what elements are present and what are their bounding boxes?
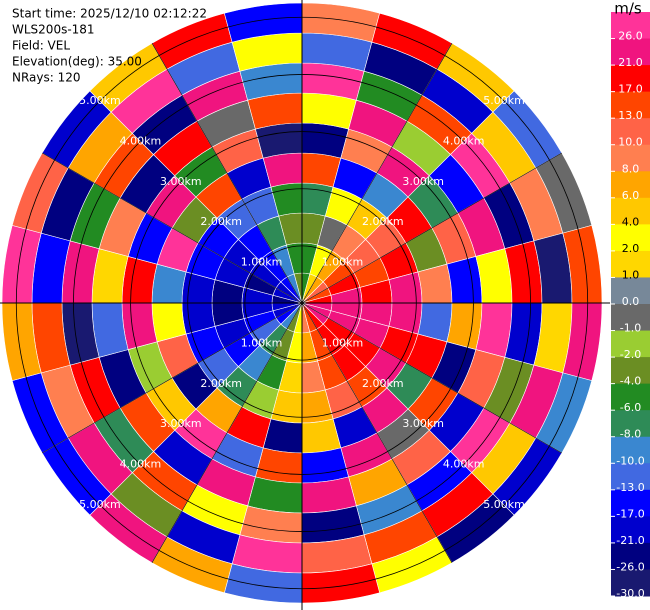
colorbar-band [611,569,650,597]
colorbar-label: -4.0 [620,375,641,388]
colorbar-band [611,224,650,252]
colorbar-label: 0.0 [622,295,640,308]
header: Start time: 2025/12/10 02:12:22 WLS200s-1… [12,7,207,85]
ring-label: 1.00km [322,336,364,349]
ring-label: 4.00km [443,458,485,471]
header-line: Field: VEL [12,39,70,53]
cell [121,256,158,304]
colorbar-band [611,197,650,225]
range-ring [130,131,474,475]
colorbar-label: 17.0 [618,83,643,96]
colorbar-label: -6.0 [620,401,641,414]
ring-label: 1.00km [241,336,283,349]
colorbar-band [611,542,650,570]
range-ring [187,188,417,418]
colorbar-unit: m/s [614,0,642,18]
colorbar-band [611,277,650,305]
ring-label: 4.00km [120,134,162,147]
spoke [301,152,562,304]
colorbar: 26.0 21.0 17.0 13.0 10.0 8.0 6.0 4.0 2.0 1.0 0.0 -1… [611,12,650,600]
colorbar-band [611,118,650,146]
colorbar-label: 21.0 [618,56,643,69]
header-line: Start time: 2025/12/10 02:12:22 [12,7,207,21]
cell [301,447,349,484]
colorbar-label: 4.0 [622,215,640,228]
spoke [301,43,453,304]
colorbar-band [611,357,650,385]
colorbar-band [611,436,650,464]
ring-label: 3.00km [402,417,444,430]
colorbar-band [611,65,650,93]
colorbar-label: -1.0 [620,322,641,335]
colorbar-label: -26.0 [616,560,644,573]
colorbar-band [611,250,650,278]
ring-label: 4.00km [443,134,485,147]
colorbar-label: -10.0 [616,454,644,467]
colorbar-band [611,38,650,66]
cell [255,447,303,484]
ring-label: 1.00km [322,256,364,269]
spoke [301,302,562,454]
colorbar-label: -13.0 [616,481,644,494]
colorbar-label: -21.0 [616,534,644,547]
colorbar-band [611,516,650,544]
colorbar-band [611,304,650,332]
colorbar-label: 13.0 [618,109,643,122]
cell [446,256,483,304]
colorbar-band [611,171,650,199]
colorbar-band [611,489,650,517]
colorbar-label: 10.0 [618,136,643,149]
spoke [42,302,303,454]
ring-label: 5.00km [79,498,121,511]
colorbar-band [611,383,650,411]
ring-label: 5.00km [483,498,525,511]
spoke [151,302,303,563]
ring-label: 2.00km [200,215,242,228]
colorbar-label: 26.0 [618,30,643,43]
header-line: WLS200s-181 [12,23,95,37]
header-line: Elevation(deg): 35.00 [12,55,142,69]
spoke [42,152,303,304]
colorbar-label: 6.0 [622,189,640,202]
ring-label: 3.00km [160,417,202,430]
ring-label: 2.00km [362,377,404,390]
spoke [301,302,453,563]
ring-label: 5.00km [79,94,121,107]
colorbar-label: -30.0 [616,587,644,600]
colorbar-label: 8.0 [622,162,640,175]
colorbar-band [611,410,650,438]
colorbar-label: -2.0 [620,348,641,361]
colorbar-band [611,330,650,358]
range-ring [73,74,531,532]
cell [446,302,483,350]
colorbar-band [611,144,650,172]
header-line: NRays: 120 [12,71,81,85]
cell [121,302,158,350]
ring-label: 2.00km [200,377,242,390]
range-ring [15,16,589,590]
colorbar-label: -17.0 [616,507,644,520]
colorbar-label: 1.0 [622,268,640,281]
ring-label: 2.00km [362,215,404,228]
colorbar-band [611,12,650,40]
spoke [151,43,303,304]
ring-label: 3.00km [402,175,444,188]
colorbar-label: -8.0 [620,428,641,441]
colorbar-band [611,91,650,119]
range-ring [244,245,360,361]
ring-label: 3.00km [160,175,202,188]
colorbar-label: 2.0 [622,242,640,255]
cell [301,122,349,159]
cell [255,122,303,159]
overlay: 1.00km 1.00km 1.00km 1.00km 2.00km 2.00km 2.00… [0,0,610,610]
ring-label: 4.00km [120,458,162,471]
ring-label: 1.00km [241,256,283,269]
ring-label: 5.00km [483,94,525,107]
colorbar-band [611,463,650,491]
